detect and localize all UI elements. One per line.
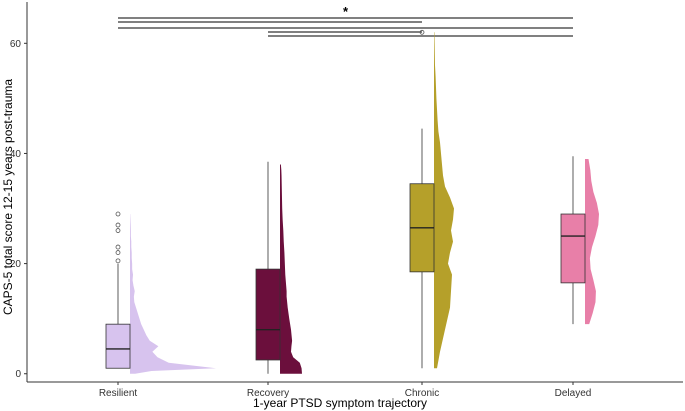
- outlier-point: [115, 244, 121, 250]
- y-tick-label: 20: [10, 259, 22, 270]
- boxplots: [105, 29, 586, 374]
- density-cloud-chronic: [434, 32, 454, 369]
- density-clouds: [130, 32, 599, 374]
- x-axis-title: 1-year PTSD symptom trajectory: [253, 396, 427, 410]
- boxplot-delayed: [560, 156, 586, 325]
- boxplot-chronic: [409, 29, 435, 369]
- y-axis-ticks: 0 20 40 60: [10, 39, 27, 380]
- boxplot-recovery: [255, 161, 281, 374]
- box-iqr: [105, 323, 131, 369]
- outlier-point: [115, 222, 121, 228]
- outlier-point: [419, 29, 425, 35]
- significance-label: *: [343, 4, 349, 19]
- x-axis-ticks: Resilient Recovery Chronic Delayed: [99, 382, 592, 399]
- y-axis-title: CAPS-5 total score 12-15 years post-trau…: [1, 79, 15, 315]
- boxplot-resilient: [105, 211, 131, 369]
- x-tick-label: Chronic: [405, 388, 439, 399]
- outlier-point: [115, 250, 121, 255]
- outlier-point: [115, 228, 121, 233]
- y-tick-label: 40: [10, 149, 22, 160]
- box-iqr: [255, 268, 281, 361]
- density-cloud-delayed: [585, 158, 599, 325]
- x-tick-label: Recovery: [247, 388, 289, 399]
- outlier-point: [115, 258, 121, 264]
- density-cloud-resilient: [130, 214, 216, 374]
- y-tick-label: 60: [10, 39, 22, 50]
- y-tick-label: 0: [15, 369, 21, 380]
- outlier-point: [115, 211, 121, 217]
- box-iqr: [560, 213, 586, 284]
- significance-brackets: *: [118, 4, 573, 37]
- x-tick-label: Resilient: [99, 388, 138, 399]
- x-tick-label: Delayed: [555, 388, 592, 399]
- density-cloud-recovery: [280, 164, 302, 374]
- plot-panel: * 0 20 40 60 Resilient Recovery Chronic Delaye…: [10, 2, 683, 399]
